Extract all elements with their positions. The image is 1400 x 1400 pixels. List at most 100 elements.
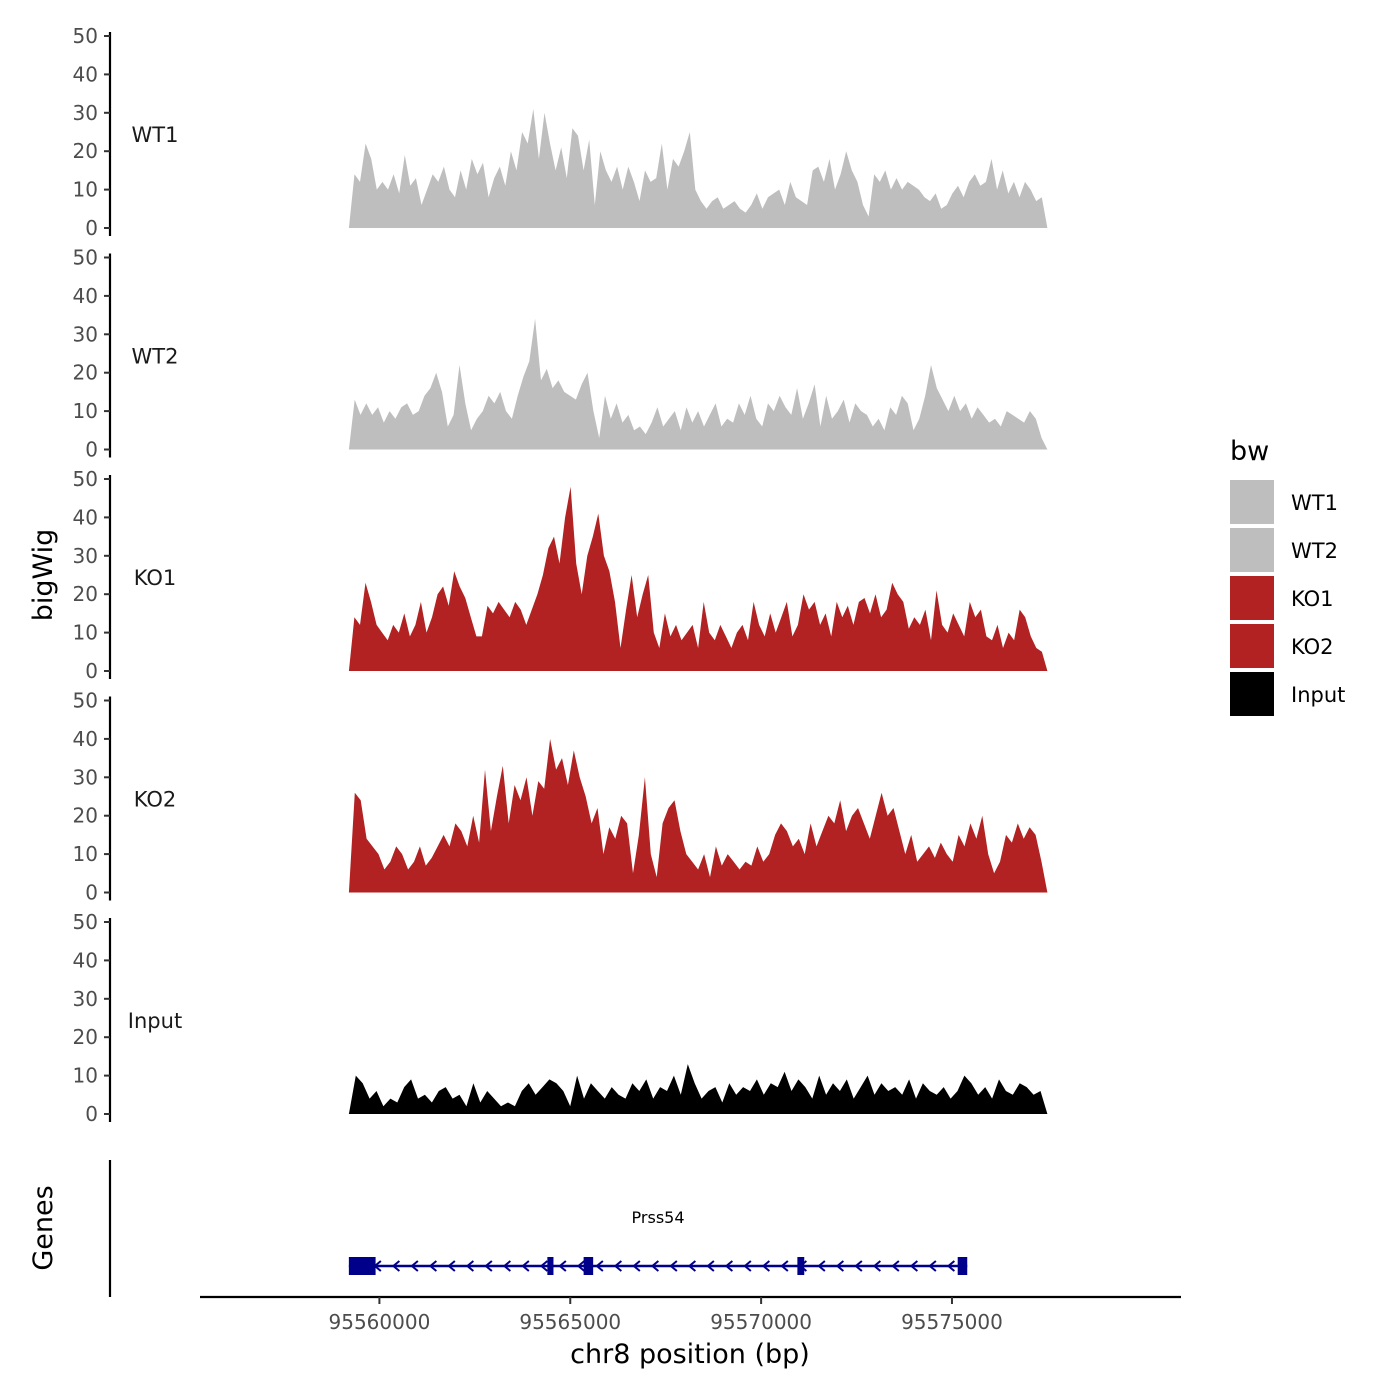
strand-arrow-icon (743, 1260, 752, 1272)
y-tick-label: 20 (73, 1025, 98, 1049)
strand-arrow-icon (687, 1260, 697, 1272)
y-tick-label: 20 (73, 361, 98, 385)
strand-arrow-icon (891, 1260, 900, 1272)
y-tick-label: 40 (73, 62, 98, 86)
y-tick-label: 50 (73, 910, 98, 934)
strand-arrow-icon (613, 1260, 623, 1272)
y-tick-label: 30 (73, 987, 98, 1011)
strand-arrow-icon (484, 1260, 493, 1272)
strand-arrow-icon (909, 1260, 919, 1272)
x-axis-title: chr8 position (bp) (570, 1339, 810, 1370)
track-ko2: 0 10 20 30 40 50 KO2 (73, 689, 1048, 905)
strand-arrow-icon (595, 1260, 604, 1272)
y-tick-label: 10 (73, 842, 98, 866)
legend-item-ko2: KO2 (1230, 624, 1334, 668)
legend-label: WT2 (1291, 539, 1338, 563)
track-wt2: 0 10 20 30 40 50 WT2 (73, 246, 1048, 462)
strand-arrow-icon (780, 1260, 789, 1272)
x-tick-label: 95560000 (329, 1310, 431, 1334)
y-tick-label: 50 (73, 467, 98, 491)
track-label: KO2 (134, 788, 177, 812)
strand-arrow-icon (558, 1260, 567, 1272)
gene-track-panel: Prss54 (108, 1160, 968, 1297)
gene-name-label: Prss54 (632, 1208, 685, 1227)
gene-exon (348, 1257, 376, 1275)
y-tick-label: 20 (73, 582, 98, 606)
y-tick-label: 50 (73, 24, 98, 48)
strand-arrow-icon (410, 1260, 419, 1272)
y-tick-label: 0 (85, 881, 98, 905)
strand-arrow-icon (650, 1260, 660, 1272)
strand-arrow-icon (447, 1260, 456, 1272)
legend-swatch (1230, 480, 1274, 524)
strand-arrow-icon (946, 1260, 956, 1272)
strand-arrow-icon (576, 1260, 586, 1272)
legend-item-ko1: KO1 (1230, 576, 1334, 620)
strand-arrow-icon (502, 1260, 512, 1272)
y-tick-label: 30 (73, 765, 98, 789)
strand-arrow-icon (761, 1260, 771, 1272)
legend-title: bw (1230, 436, 1269, 467)
y-tick-label: 40 (73, 505, 98, 529)
y-tick-label: 10 (73, 399, 98, 423)
track-label: WT1 (132, 123, 179, 147)
gene-exon (583, 1257, 594, 1275)
y-tick-label: 30 (73, 101, 98, 125)
strand-arrow-icon (817, 1260, 826, 1272)
legend-item-wt1: WT1 (1230, 480, 1338, 524)
track-ko1: 0 10 20 30 40 50 KO1 (73, 467, 1048, 683)
y-tick-label: 20 (73, 804, 98, 828)
strand-arrow-icon (632, 1260, 641, 1272)
coverage-area-wt2 (348, 318, 1048, 450)
coverage-area-input (348, 1064, 1048, 1114)
x-tick-label: 95575000 (901, 1310, 1003, 1334)
gene-exon (797, 1257, 805, 1275)
track-label: WT2 (132, 345, 179, 369)
strand-arrow-icon (706, 1260, 715, 1272)
legend-swatch (1230, 528, 1274, 572)
y-tick-label: 10 (73, 178, 98, 202)
legend-item-input: Input (1230, 672, 1345, 716)
strand-arrow-icon (669, 1260, 678, 1272)
x-tick-label: 95565000 (519, 1310, 621, 1334)
legend-label: WT1 (1291, 491, 1338, 515)
strand-arrow-icon (539, 1260, 549, 1272)
legend: bw WT1 WT2 KO1 KO2 Input (1230, 436, 1345, 716)
strand-arrow-icon (854, 1260, 863, 1272)
y-tick-label: 0 (85, 216, 98, 240)
track-wt1: 0 10 20 30 40 50 WT1 (73, 24, 1048, 240)
legend-swatch (1230, 624, 1274, 668)
strand-arrow-icon (872, 1260, 882, 1272)
gene-prss54: Prss54 (348, 1208, 968, 1275)
coverage-area-wt1 (348, 109, 1048, 228)
strand-arrow-icon (521, 1260, 530, 1272)
y-tick-label: 0 (85, 1102, 98, 1126)
strand-arrow-icon (428, 1260, 438, 1272)
legend-label: KO1 (1291, 587, 1334, 611)
y-tick-label: 20 (73, 139, 98, 163)
y-tick-label: 0 (85, 659, 98, 683)
track-label: Input (128, 1009, 182, 1033)
y-tick-label: 30 (73, 544, 98, 568)
y-tick-label: 30 (73, 322, 98, 346)
y-tick-label: 0 (85, 438, 98, 462)
strand-arrow-icon (724, 1260, 734, 1272)
gene-exon (957, 1257, 968, 1275)
coverage-area-ko1 (348, 486, 1048, 671)
strand-arrow-icon (465, 1260, 475, 1272)
y-tick-label: 50 (73, 689, 98, 713)
strand-arrow-icon (928, 1260, 937, 1272)
x-tick-label: 95570000 (710, 1310, 812, 1334)
y-tick-label: 50 (73, 246, 98, 270)
coverage-area-ko2 (348, 738, 1048, 893)
legend-item-wt2: WT2 (1230, 528, 1338, 572)
x-axis: 95560000 95565000 95570000 95575000 (200, 1295, 1181, 1334)
y-tick-label: 10 (73, 621, 98, 645)
y-tick-label: 40 (73, 284, 98, 308)
legend-label: Input (1291, 683, 1345, 707)
y-axis-title: bigWig (28, 529, 59, 622)
track-input: 0 10 20 30 40 50 Input (73, 910, 1048, 1126)
strand-arrow-icon (391, 1260, 401, 1272)
bigwig-tracks: 0 10 20 30 40 50 WT1 0 10 20 30 40 50 WT2 0 10 20 30 40 50 K… (73, 24, 1048, 1126)
